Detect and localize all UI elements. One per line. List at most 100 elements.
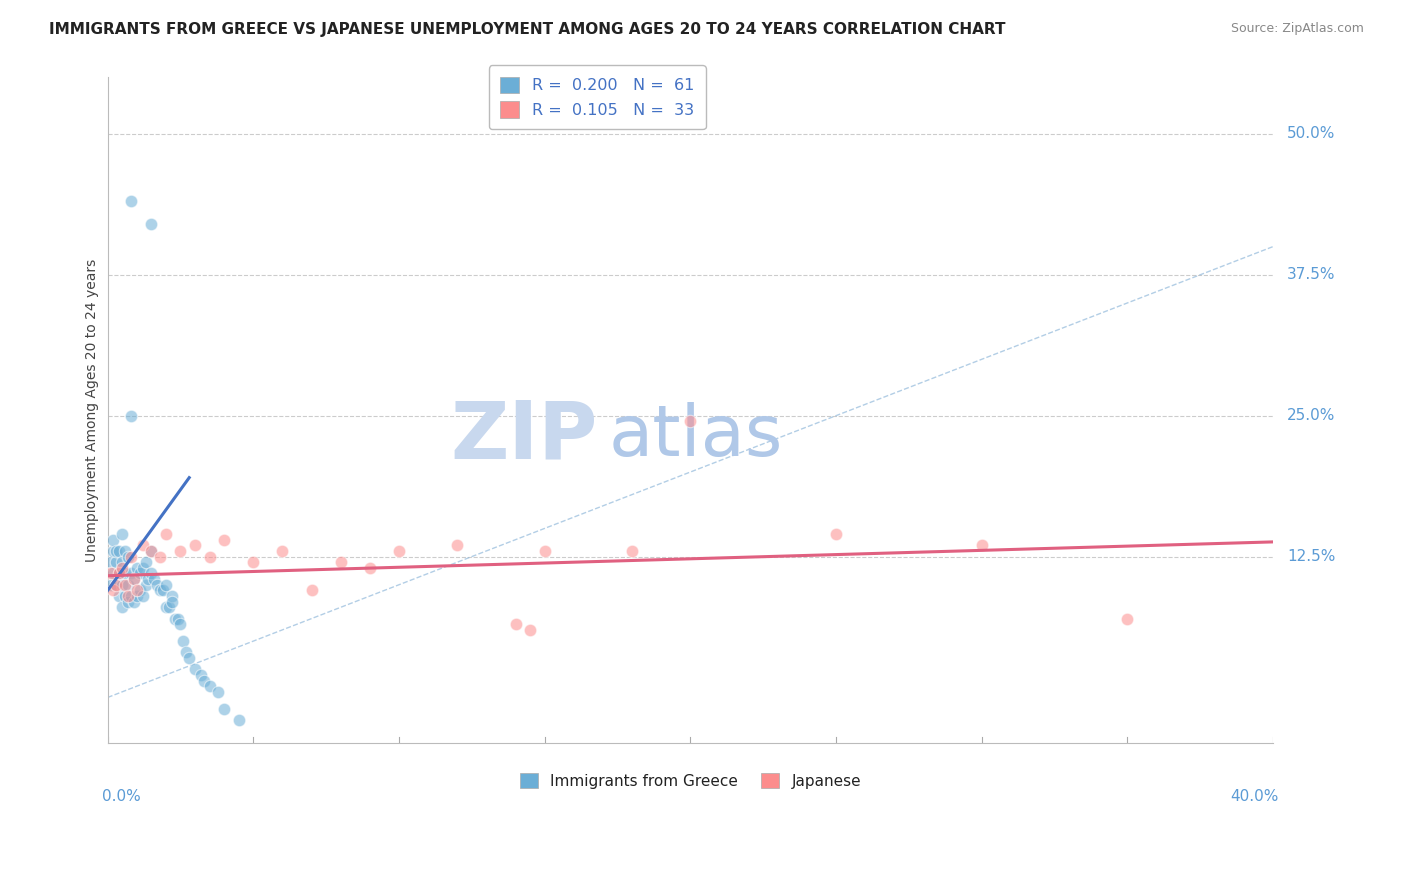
Point	[131, 538, 153, 552]
Text: 50.0%: 50.0%	[1286, 127, 1336, 141]
Point	[193, 673, 215, 688]
Point	[163, 611, 186, 625]
Point	[1116, 611, 1139, 625]
Point	[212, 533, 235, 547]
Point	[155, 527, 177, 541]
Text: 25.0%: 25.0%	[1286, 409, 1336, 423]
Point	[198, 549, 221, 564]
Point	[149, 583, 172, 598]
Point	[105, 544, 128, 558]
Point	[125, 589, 148, 603]
Point	[111, 527, 134, 541]
Point	[114, 544, 136, 558]
Point	[301, 583, 323, 598]
Point	[125, 583, 148, 598]
Point	[141, 544, 163, 558]
Point	[155, 578, 177, 592]
Point	[131, 561, 153, 575]
Point	[679, 414, 702, 428]
Point	[134, 578, 156, 592]
Point	[120, 566, 142, 581]
Point	[198, 679, 221, 693]
Legend: Immigrants from Greece, Japanese: Immigrants from Greece, Japanese	[513, 766, 868, 795]
Point	[166, 611, 188, 625]
Text: 37.5%: 37.5%	[1286, 268, 1336, 282]
Point	[228, 713, 250, 727]
Text: 12.5%: 12.5%	[1286, 549, 1336, 564]
Point	[169, 544, 191, 558]
Point	[970, 538, 993, 552]
Point	[103, 583, 125, 598]
Point	[100, 555, 122, 569]
Point	[212, 702, 235, 716]
Point	[388, 544, 411, 558]
Point	[108, 589, 131, 603]
Point	[825, 527, 848, 541]
Point	[149, 549, 172, 564]
Point	[446, 538, 468, 552]
Point	[117, 594, 139, 608]
Point	[120, 589, 142, 603]
Point	[103, 566, 125, 581]
Text: IMMIGRANTS FROM GREECE VS JAPANESE UNEMPLOYMENT AMONG AGES 20 TO 24 YEARS CORREL: IMMIGRANTS FROM GREECE VS JAPANESE UNEMP…	[49, 22, 1005, 37]
Point	[125, 561, 148, 575]
Point	[131, 589, 153, 603]
Point	[134, 555, 156, 569]
Point	[533, 544, 555, 558]
Point	[184, 538, 207, 552]
Point	[111, 600, 134, 615]
Point	[111, 561, 134, 575]
Point	[184, 662, 207, 676]
Point	[155, 600, 177, 615]
Point	[108, 544, 131, 558]
Point	[329, 555, 352, 569]
Point	[111, 578, 134, 592]
Point	[122, 572, 145, 586]
Point	[359, 561, 381, 575]
Point	[242, 555, 264, 569]
Point	[114, 566, 136, 581]
Text: atlas: atlas	[609, 402, 783, 471]
Point	[105, 555, 128, 569]
Point	[190, 668, 212, 682]
Point	[108, 566, 131, 581]
Point	[105, 578, 128, 592]
Point	[207, 685, 229, 699]
Point	[114, 578, 136, 592]
Text: 40.0%: 40.0%	[1230, 789, 1279, 804]
Point	[176, 645, 198, 659]
Text: Source: ZipAtlas.com: Source: ZipAtlas.com	[1230, 22, 1364, 36]
Point	[179, 651, 201, 665]
Point	[621, 544, 644, 558]
Point	[122, 572, 145, 586]
Point	[100, 578, 122, 592]
Point	[114, 589, 136, 603]
Point	[141, 217, 163, 231]
Point	[105, 578, 128, 592]
Point	[117, 578, 139, 592]
Point	[519, 623, 541, 637]
Point	[271, 544, 294, 558]
Text: 0.0%: 0.0%	[101, 789, 141, 804]
Point	[505, 617, 527, 632]
Point	[146, 578, 169, 592]
Point	[128, 566, 150, 581]
Point	[141, 566, 163, 581]
Point	[160, 589, 183, 603]
Point	[117, 549, 139, 564]
Text: ZIP: ZIP	[450, 398, 598, 475]
Y-axis label: Unemployment Among Ages 20 to 24 years: Unemployment Among Ages 20 to 24 years	[86, 259, 100, 562]
Point	[108, 566, 131, 581]
Point	[152, 583, 174, 598]
Point	[103, 544, 125, 558]
Point	[157, 600, 180, 615]
Point	[141, 544, 163, 558]
Point	[120, 409, 142, 423]
Point	[143, 572, 166, 586]
Point	[117, 589, 139, 603]
Point	[160, 594, 183, 608]
Point	[128, 583, 150, 598]
Point	[100, 566, 122, 581]
Point	[169, 617, 191, 632]
Point	[120, 549, 142, 564]
